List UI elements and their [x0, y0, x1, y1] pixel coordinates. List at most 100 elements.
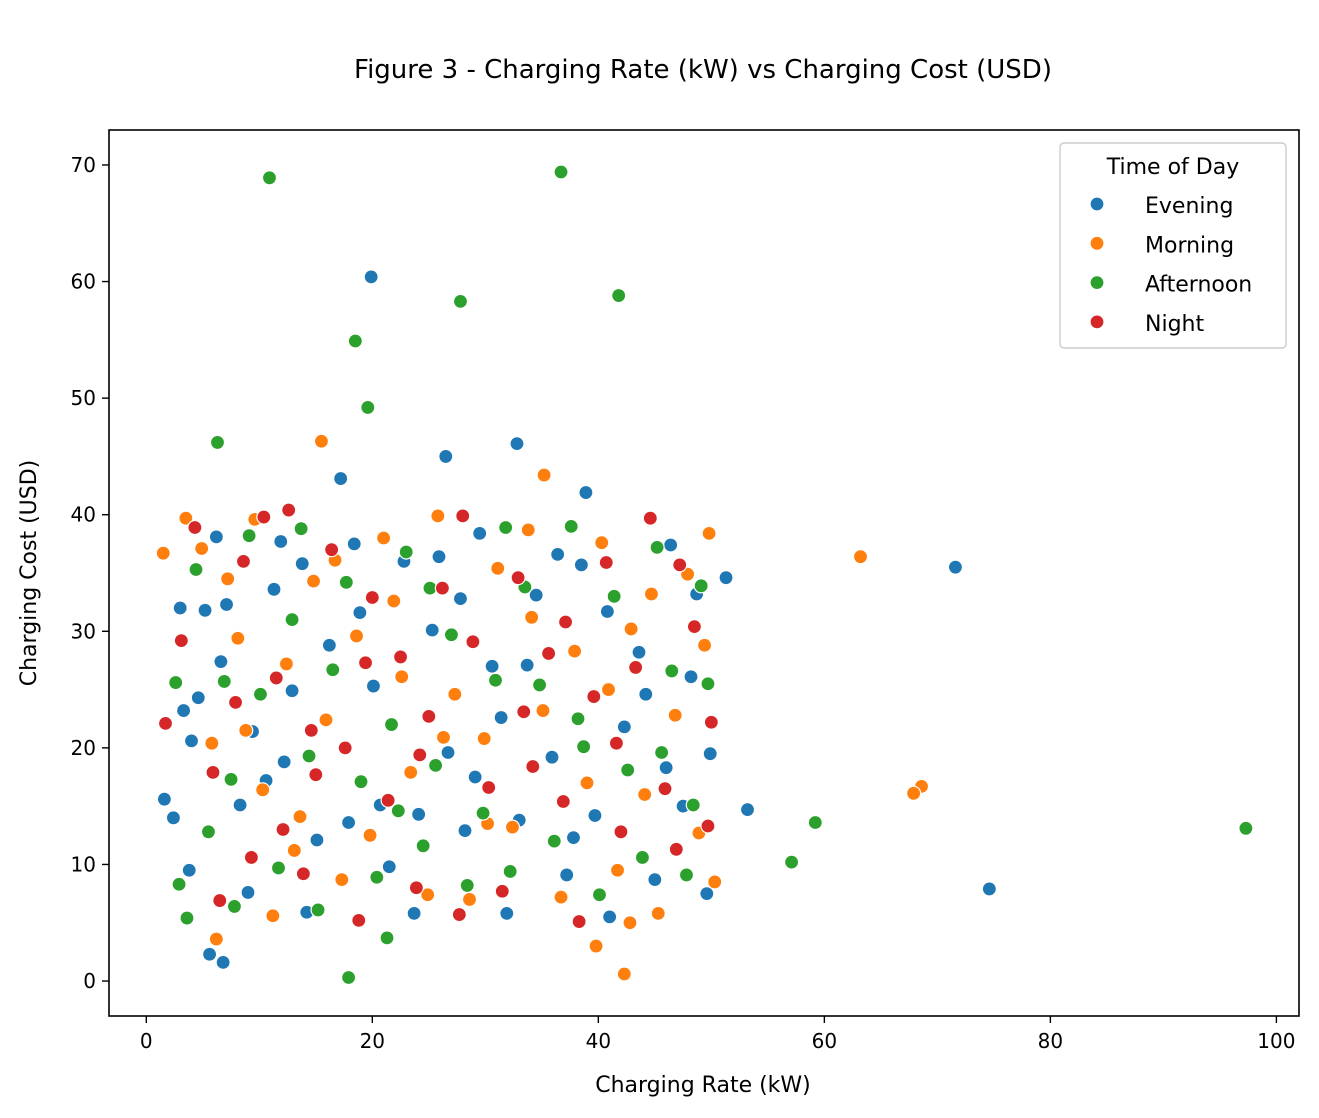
data-point — [190, 690, 206, 706]
x-tick-label: 100 — [1257, 1029, 1295, 1053]
data-point — [536, 467, 552, 483]
data-point — [363, 269, 379, 285]
data-point — [683, 669, 699, 685]
data-point — [270, 860, 287, 876]
data-point — [700, 818, 716, 834]
data-point — [340, 814, 357, 831]
data-point — [550, 546, 566, 562]
data-point — [553, 164, 569, 180]
data-point — [557, 614, 574, 630]
data-point — [672, 557, 688, 573]
data-point — [807, 814, 823, 831]
y-tick-label: 20 — [71, 736, 96, 760]
y-axis-ticks: 0 10 20 30 40 50 60 70 — [71, 153, 109, 993]
data-point — [637, 786, 653, 803]
y-tick-label: 60 — [71, 270, 96, 294]
x-axis-ticks: 0 20 40 60 80 100 — [140, 1016, 1295, 1053]
data-point — [504, 819, 521, 835]
data-point — [411, 806, 427, 822]
legend-marker — [1089, 235, 1105, 251]
data-point — [216, 673, 232, 690]
data-point — [301, 748, 317, 764]
data-point — [156, 791, 172, 807]
y-tick-label: 30 — [71, 619, 96, 643]
data-point — [654, 744, 670, 761]
data-point — [452, 591, 469, 607]
legend-label: Morning — [1145, 233, 1234, 258]
data-point — [947, 559, 964, 575]
data-point — [707, 874, 723, 890]
data-point — [204, 735, 220, 751]
data-point — [266, 581, 282, 597]
data-point — [243, 849, 259, 866]
data-point — [520, 522, 536, 538]
data-point — [599, 603, 615, 620]
y-axis-label: Charging Cost (USD) — [17, 460, 42, 687]
data-point — [465, 634, 481, 650]
data-point — [531, 677, 548, 693]
data-point — [440, 744, 456, 761]
data-point — [381, 859, 397, 875]
data-point — [447, 686, 463, 702]
data-point — [434, 580, 450, 596]
x-tick-label: 80 — [1038, 1029, 1063, 1053]
data-point — [472, 525, 488, 541]
data-point — [541, 645, 557, 662]
plot-frame — [108, 129, 1300, 1017]
data-point — [443, 627, 460, 643]
data-point — [365, 678, 382, 694]
data-point — [502, 863, 518, 880]
data-point — [852, 549, 869, 565]
data-point — [362, 827, 378, 843]
data-point — [634, 849, 651, 866]
data-point — [475, 805, 491, 821]
data-point — [649, 539, 665, 555]
data-point — [227, 694, 244, 711]
data-point — [398, 544, 414, 560]
data-point — [175, 702, 192, 719]
data-point — [273, 533, 289, 550]
data-point — [702, 746, 718, 762]
data-point — [353, 774, 369, 790]
x-tick-label: 40 — [586, 1029, 611, 1053]
data-point — [525, 758, 541, 775]
data-point — [718, 570, 734, 586]
data-point — [213, 653, 229, 670]
data-point — [428, 757, 444, 773]
legend-items: Evening Morning Afternoon Night — [1089, 194, 1252, 337]
data-point — [379, 930, 395, 946]
data-point — [631, 644, 647, 660]
legend-label: Night — [1145, 312, 1204, 337]
series-morning — [155, 433, 930, 982]
data-point — [238, 722, 254, 738]
data-point — [587, 807, 603, 824]
legend-item-afternoon: Afternoon — [1089, 273, 1252, 298]
data-point — [321, 637, 337, 653]
data-point — [438, 448, 454, 465]
data-point — [553, 889, 569, 905]
data-point — [783, 854, 800, 870]
data-point — [699, 885, 715, 902]
data-point — [337, 740, 353, 756]
data-point — [457, 823, 473, 839]
legend-marker — [1089, 196, 1105, 212]
data-point — [616, 719, 632, 735]
data-point — [431, 549, 447, 565]
data-point — [383, 716, 400, 733]
data-point — [476, 730, 492, 747]
data-point — [352, 605, 368, 621]
data-point — [230, 630, 246, 646]
data-point — [232, 797, 248, 813]
data-point — [333, 470, 349, 487]
data-point — [567, 643, 583, 659]
legend-item-night: Night — [1089, 312, 1204, 337]
data-point — [208, 529, 224, 545]
data-point — [392, 649, 409, 665]
data-point — [276, 754, 292, 770]
data-point — [188, 561, 204, 578]
data-point — [578, 484, 594, 501]
data-point — [658, 760, 674, 776]
data-point — [555, 793, 571, 810]
y-tick-label: 70 — [71, 153, 96, 177]
data-point — [376, 530, 392, 546]
